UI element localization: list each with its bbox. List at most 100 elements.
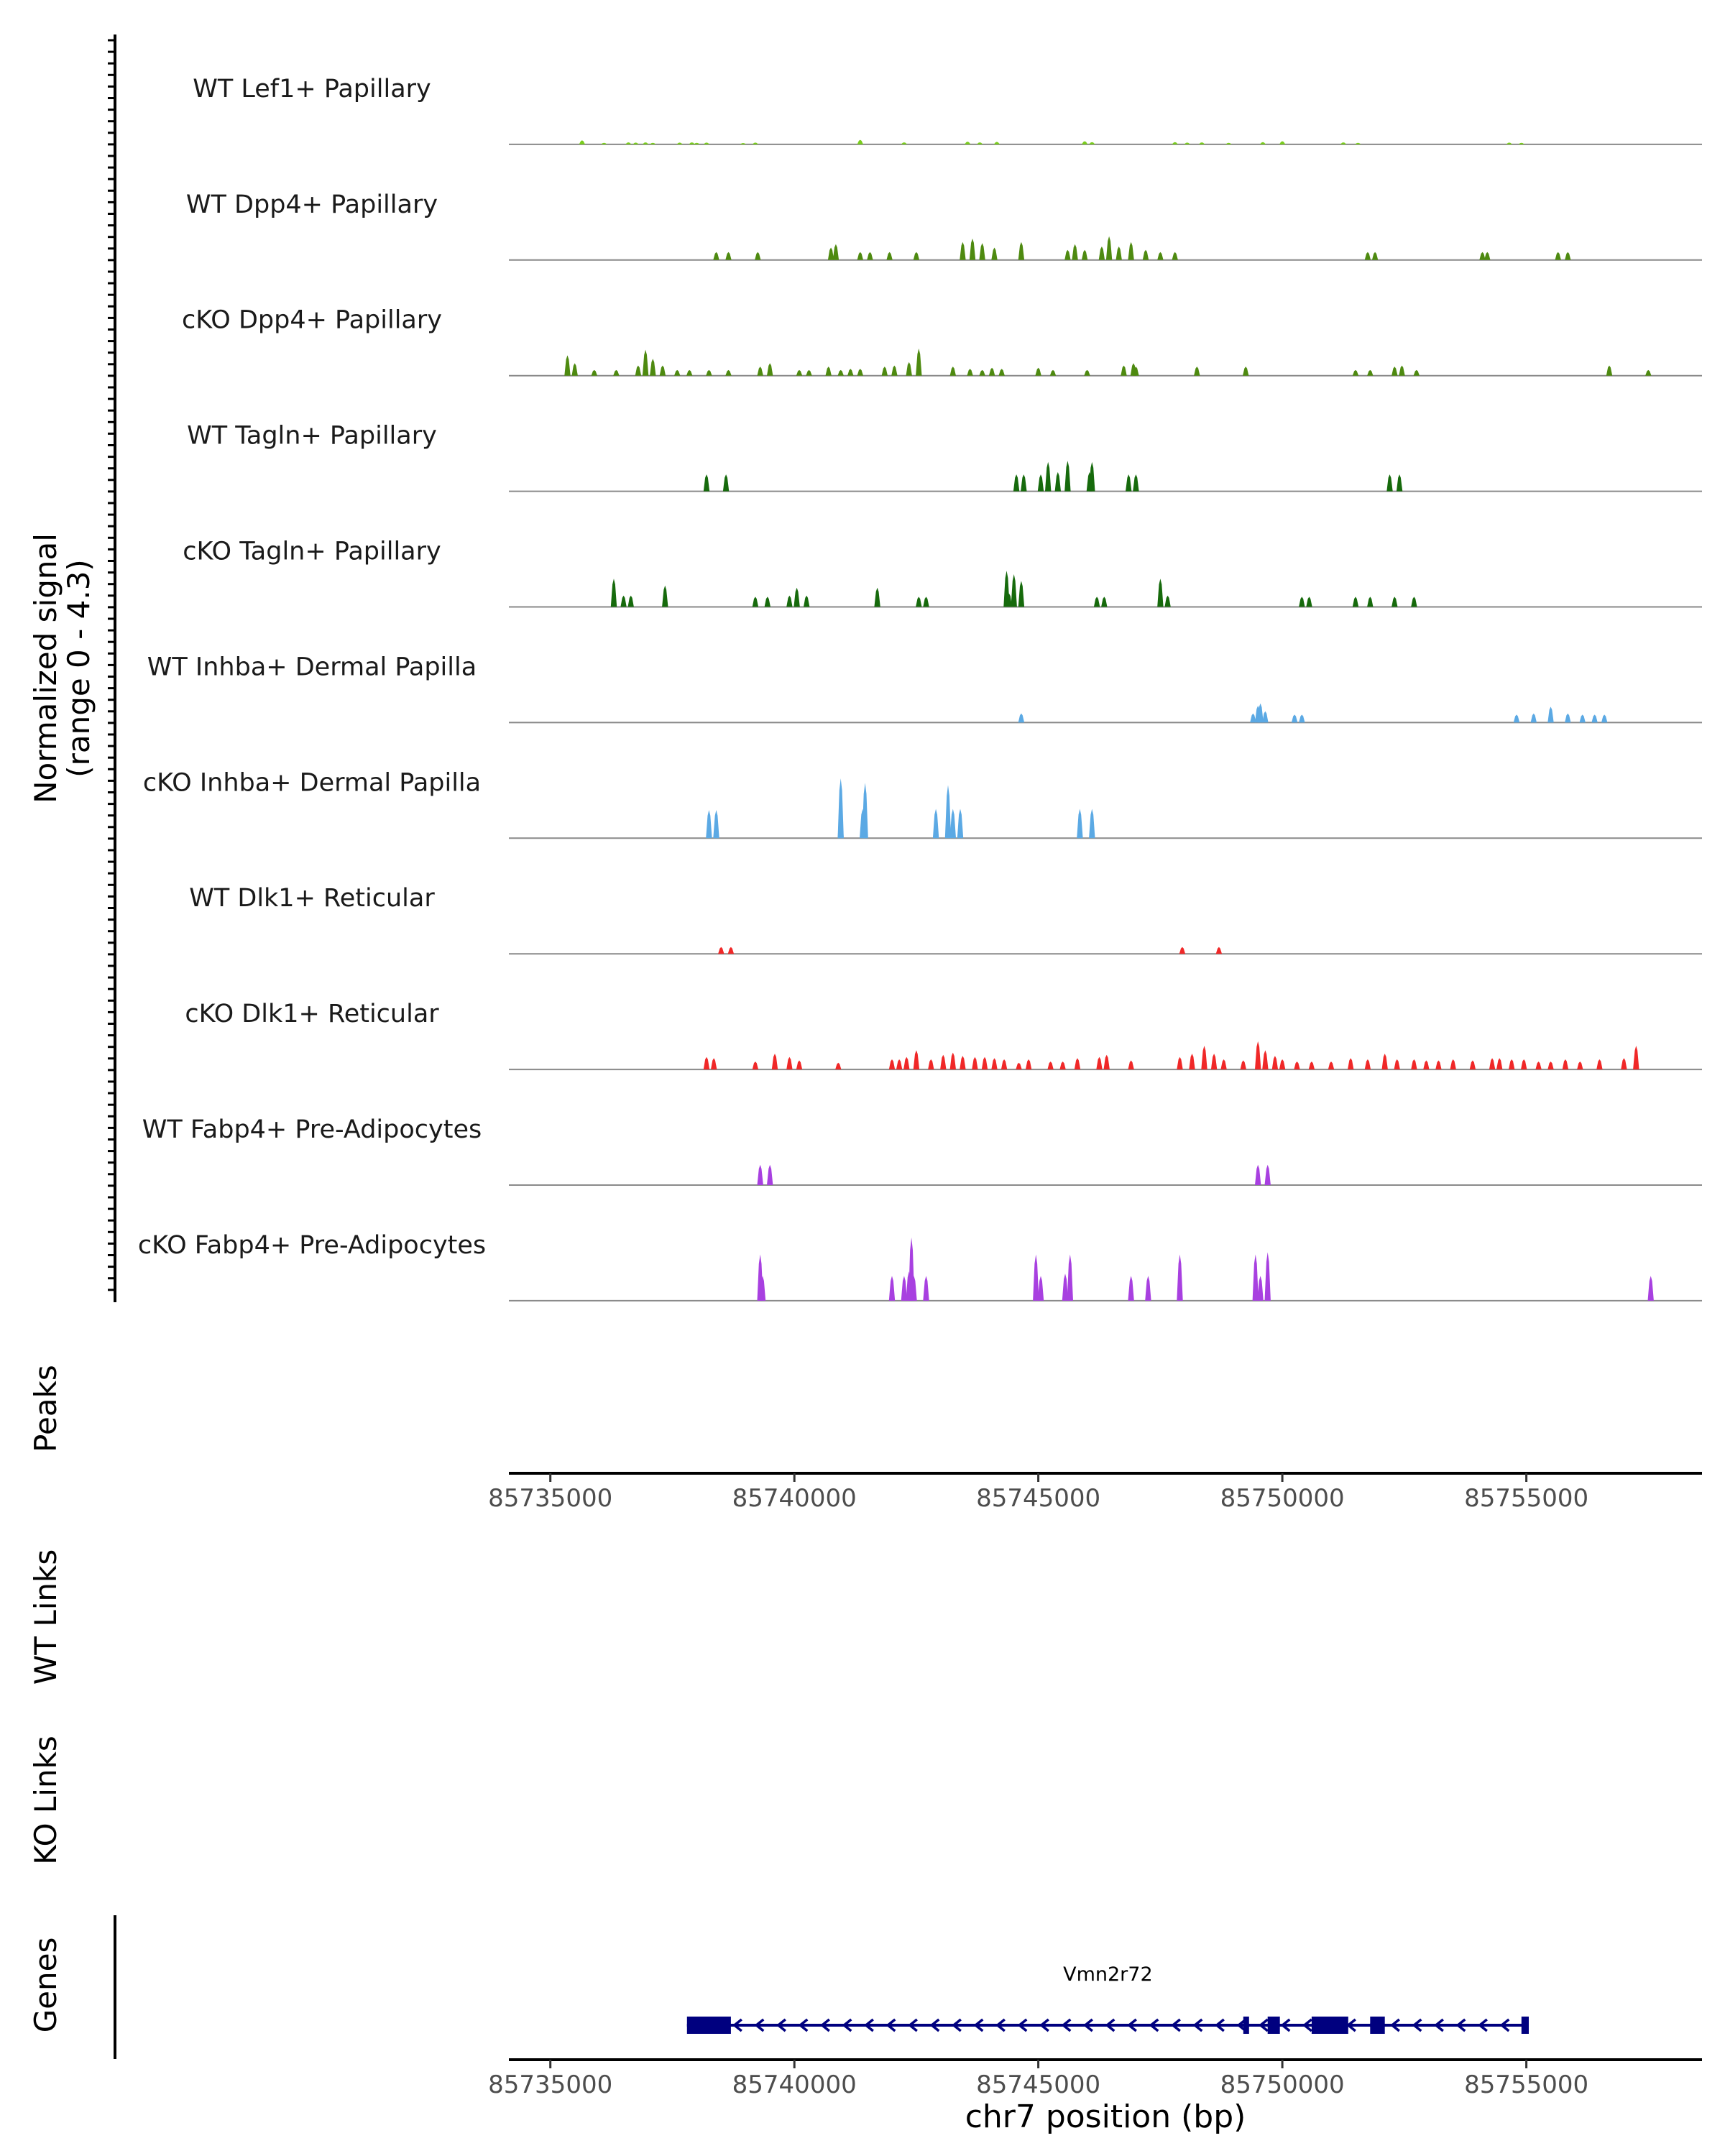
signal-peak — [1072, 244, 1078, 260]
signal-peak — [796, 369, 803, 376]
signal-peak — [835, 1062, 842, 1070]
signal-peak — [1064, 461, 1071, 492]
signal-peak — [1299, 714, 1305, 723]
signal-peak — [857, 139, 863, 144]
signal-peak — [1093, 596, 1100, 607]
genes-x-tick-label: 85745000 — [976, 2070, 1100, 2099]
signal-peak — [1565, 252, 1571, 260]
signal-peak — [1294, 1061, 1300, 1070]
strand-arrow-icon — [929, 2018, 940, 2032]
signal-peak — [1647, 1276, 1654, 1301]
signal-peak — [1157, 579, 1164, 607]
signal-peak — [913, 1050, 920, 1070]
gene-exon — [1311, 2017, 1348, 2034]
peaks-x-tick-label: 85755000 — [1464, 1484, 1588, 1513]
gene-exon — [1370, 2017, 1385, 2034]
signal-peak — [913, 252, 920, 260]
signal-peak — [1145, 1276, 1151, 1301]
strand-arrow-icon — [732, 2018, 742, 2032]
peaks-x-tick-label: 85740000 — [732, 1484, 857, 1513]
track-label: WT Dpp4+ Papillary — [186, 190, 438, 219]
signal-peak — [944, 785, 952, 839]
track-wt-lef1-papillary: WT Lef1+ Papillary — [193, 75, 1702, 145]
signal-peak — [676, 142, 683, 144]
peaks-x-tick-label: 85750000 — [1220, 1484, 1345, 1513]
signal-peak — [1016, 1062, 1022, 1070]
signal-peak — [1509, 1059, 1515, 1070]
signal-peak — [1225, 142, 1232, 144]
signal-peak — [786, 595, 793, 607]
signal-peak — [940, 1054, 947, 1070]
signal-peak — [1264, 1252, 1271, 1301]
signal-peak — [1396, 474, 1403, 492]
signal-peak — [1435, 1060, 1442, 1070]
peaks-x-tick-label: 85745000 — [976, 1484, 1100, 1513]
signal-peak — [874, 587, 880, 607]
signal-peak — [888, 1276, 896, 1301]
track-label: cKO Dpp4+ Papillary — [182, 306, 442, 335]
signal-peak — [960, 1056, 966, 1070]
signal-peak — [1348, 1058, 1354, 1070]
signal-peak — [1018, 241, 1025, 260]
gene-name-label: Vmn2r72 — [1063, 1963, 1153, 1986]
signal-peak — [752, 596, 759, 607]
signal-peak — [767, 363, 773, 376]
signal-peak — [627, 595, 634, 607]
signal-peak — [752, 1061, 759, 1070]
signal-peak — [1577, 1061, 1583, 1070]
signal-peak — [891, 365, 898, 376]
signal-peak — [1367, 596, 1374, 607]
track-cko-dpp4-papillary: cKO Dpp4+ Papillary — [182, 306, 1702, 377]
signal-peak — [1271, 1056, 1279, 1070]
signal-peak — [1047, 1061, 1054, 1070]
signal-peak — [725, 369, 732, 376]
signal-peak — [1279, 1059, 1286, 1070]
signal-peak — [1547, 706, 1554, 723]
signal-peak — [713, 252, 719, 260]
peaks-x-axis: 85735000 85740000 85745000 85750000 85755000 — [488, 1473, 1588, 1513]
signal-peak — [1469, 1060, 1476, 1070]
signal-peak — [625, 142, 632, 144]
signal-peak — [620, 595, 627, 607]
signal-peak — [1011, 574, 1017, 607]
signal-peak — [923, 596, 929, 607]
signal-peak — [1184, 142, 1190, 144]
signal-peak — [632, 142, 639, 144]
signal-peak — [1018, 713, 1025, 723]
signal-peak — [601, 142, 607, 144]
track-wt-dlk1-reticular: WT Dlk1+ Reticular — [189, 884, 1702, 955]
signal-peak — [1484, 252, 1491, 260]
track-label: cKO Tagln+ Papillary — [183, 538, 441, 566]
signal-peak — [703, 1056, 710, 1070]
signal-peak — [1340, 142, 1347, 144]
signal-peak — [1033, 1254, 1039, 1301]
genes-x-tick-label: 85750000 — [1220, 2070, 1345, 2099]
signal-peak — [832, 244, 840, 260]
signal-peak — [1394, 1059, 1400, 1070]
signal-peak — [727, 946, 735, 954]
strand-arrow-icon — [1105, 2018, 1116, 2032]
signal-peak — [1164, 595, 1171, 607]
signal-peak — [1601, 714, 1608, 723]
signal-peak — [635, 365, 642, 376]
track-cko-dlk1-reticular: cKO Dlk1+ Reticular — [185, 1000, 1702, 1071]
signal-peak — [972, 1056, 978, 1070]
ko-links-track-label: KO Links — [28, 1736, 63, 1865]
signal-peak — [949, 367, 956, 376]
signal-peak — [949, 1052, 956, 1070]
signal-peak — [564, 355, 571, 376]
signal-peak — [1367, 369, 1374, 376]
signal-peak — [650, 359, 656, 376]
signal-peak — [1264, 1164, 1271, 1185]
strand-arrow-icon — [1039, 2018, 1049, 2032]
signal-peak — [979, 369, 985, 376]
signal-peak — [764, 596, 770, 607]
signal-peak — [1198, 142, 1205, 144]
strand-arrow-icon — [863, 2018, 874, 2032]
track-wt-dpp4-papillary: WT Dpp4+ Papillary — [186, 190, 1702, 261]
signal-peak — [650, 142, 656, 144]
strand-arrow-icon — [1149, 2018, 1159, 2032]
track-label: cKO Fabp4+ Pre-Adipocytes — [138, 1231, 486, 1260]
signal-peak — [965, 142, 971, 144]
